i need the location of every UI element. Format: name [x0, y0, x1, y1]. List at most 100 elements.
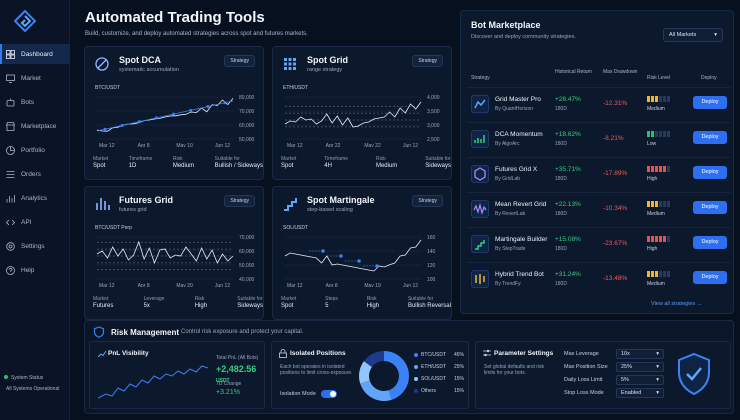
meta-item: Risk High: [367, 296, 379, 310]
strategy-badge[interactable]: Strategy: [224, 55, 255, 67]
sidebar-item-marketplace[interactable]: Marketplace: [0, 116, 70, 136]
strategy-card-spot-grid[interactable]: Spot Grid range strategy Strategy ETH/USDT 4…: [272, 46, 452, 180]
x-tick-label: Jun 12: [215, 143, 230, 147]
meta-value: Medium: [375, 163, 398, 169]
deploy-button[interactable]: Deploy: [693, 166, 727, 179]
risk-level-meter: [647, 236, 670, 242]
sidebar-item-dashboard[interactable]: Dashboard: [0, 44, 70, 64]
bot-period: 180D: [555, 246, 567, 252]
deploy-button[interactable]: Deploy: [693, 96, 727, 109]
sidebar-item-bots[interactable]: Bots: [0, 92, 70, 112]
risk-bar: [663, 166, 666, 172]
meta-value: Sideways: [237, 303, 263, 309]
allocation-legend-item: BTC/USDT: [414, 352, 446, 358]
meta-item: Timeframe 4H: [324, 156, 348, 170]
buy-marker: [120, 123, 124, 127]
param-select[interactable]: 25% ▾: [616, 362, 664, 372]
strategy-meta: Market Spot Timeframe 1D Risk Medium Suitable …: [93, 156, 263, 170]
bot-drawdown: -23.67%: [603, 240, 628, 247]
x-tick-label: May 19: [364, 283, 381, 287]
allocation-legend-item: SOL/USDT: [414, 376, 446, 382]
meta-item: Market Spot: [281, 296, 296, 310]
meta-label: Risk: [366, 296, 377, 302]
bot-name[interactable]: Grid Master Pro: [495, 96, 541, 103]
sidebar-item-orders[interactable]: Orders: [0, 164, 70, 184]
sidebar-item-market[interactable]: Market: [0, 68, 70, 88]
status-dot-icon: [4, 375, 8, 379]
shield-icon: [93, 326, 105, 338]
allocation-segment: [359, 351, 409, 401]
risk-bar: [659, 131, 662, 137]
strategy-badge[interactable]: Strategy: [224, 195, 255, 207]
sidebar-item-api[interactable]: API: [0, 212, 70, 232]
pnl-total-label: Total PnL (All Bots): [216, 355, 259, 361]
risk-bar: [651, 236, 654, 242]
strategy-card-futures-grid[interactable]: Futures Grid futures grid Strategy BTC/USDT…: [84, 186, 264, 320]
sidebar-item-settings[interactable]: Settings: [0, 236, 70, 256]
risk-bar: [647, 271, 650, 277]
meta-value: Medium: [172, 163, 195, 169]
buy-marker: [137, 120, 141, 124]
buy-marker: [103, 127, 107, 131]
hexagon-icon: [471, 165, 489, 183]
allocation-pct: 25%: [454, 364, 465, 370]
deploy-button[interactable]: Deploy: [693, 271, 727, 284]
sidebar-item-portfolio[interactable]: Portfolio: [0, 140, 70, 160]
deploy-button[interactable]: Deploy: [693, 236, 727, 249]
y-tick-label: 70,000: [239, 235, 255, 241]
meta-label: Suitable for: [214, 156, 240, 162]
meta-item: Timeframe 1D: [129, 156, 153, 170]
bot-name[interactable]: Hybrid Trend Bot: [495, 271, 544, 278]
sidebar-item-help[interactable]: Help: [0, 260, 70, 280]
meta-value: Futures: [93, 303, 114, 309]
isolation-mode-label: Isolation Mode: [280, 391, 316, 397]
card-subtitle: systematic accumulation: [119, 67, 179, 73]
page-title: Automated Trading Tools: [85, 9, 265, 26]
marketplace-subtitle: Discover and deploy community strategies…: [471, 34, 576, 40]
deploy-button[interactable]: Deploy: [693, 201, 727, 214]
meta-value: High: [366, 303, 380, 309]
bot-name[interactable]: Mean Revert Grid: [495, 201, 547, 208]
market-filter-select[interactable]: All Markets ▾: [663, 28, 723, 42]
app-logo-icon[interactable]: [14, 10, 36, 32]
strategy-card-spot-dca[interactable]: Spot DCA systematic accumulation Strategy B…: [84, 46, 264, 180]
bot-row: DCA Momentum By AlgoArc +18.62% 180D -8.21% L…: [467, 122, 731, 152]
card-title: Spot Grid: [307, 55, 348, 65]
step-marker: [357, 259, 361, 263]
col-deploy: Deploy: [701, 75, 717, 81]
x-tick-label: Mar 12: [99, 283, 115, 287]
strategy-badge[interactable]: Strategy: [412, 55, 443, 67]
store-icon: [6, 121, 15, 131]
bot-drawdown: -12.31%: [603, 100, 628, 107]
price-chart: 160 140 120 100 Mar 12 Apr 8 May 19 Jun 12: [284, 235, 436, 287]
bot-author: By GridLab: [495, 176, 521, 182]
pnl-title: PnL Visibility: [108, 350, 149, 357]
lock-icon: [279, 349, 287, 358]
strategy-card-spot-martingale[interactable]: Spot Martingale step-based scaling Strateg…: [272, 186, 452, 320]
bot-name[interactable]: DCA Momentum: [495, 131, 543, 138]
meta-item: Steps 5: [325, 296, 338, 310]
param-select[interactable]: 5% ▾: [616, 375, 664, 385]
sidebar-item-analytics[interactable]: Analytics: [0, 188, 70, 208]
legend-dot-icon: [414, 365, 418, 369]
trend-icon: [98, 350, 106, 358]
bot-return: +18.62%: [555, 131, 581, 138]
bot-name[interactable]: Martingale Builder: [495, 236, 548, 243]
sidebar-item-label: Help: [21, 266, 35, 274]
param-select[interactable]: 10x ▾: [616, 349, 664, 359]
sidebar-item-label: Orders: [21, 170, 41, 178]
bot-name[interactable]: Futures Grid X: [495, 166, 538, 173]
param-select[interactable]: Enabled ▾: [616, 388, 664, 398]
param-value: Enabled: [621, 390, 642, 396]
allocation-pct: 45%: [454, 352, 465, 358]
strategy-badge[interactable]: Strategy: [412, 195, 443, 207]
col-historical-return: Historical Return: [555, 69, 592, 75]
meta-label: Steps: [325, 296, 338, 302]
view-all-strategies-link[interactable]: View all strategies →: [651, 301, 703, 307]
legend-dot-icon: [414, 353, 418, 357]
pnl-change-value: +3.21%: [216, 389, 240, 396]
deploy-button[interactable]: Deploy: [693, 131, 727, 144]
isolation-mode-toggle[interactable]: [320, 390, 337, 398]
y-tick-label: 4,000: [427, 95, 440, 101]
meta-item: Risk High: [195, 296, 207, 310]
